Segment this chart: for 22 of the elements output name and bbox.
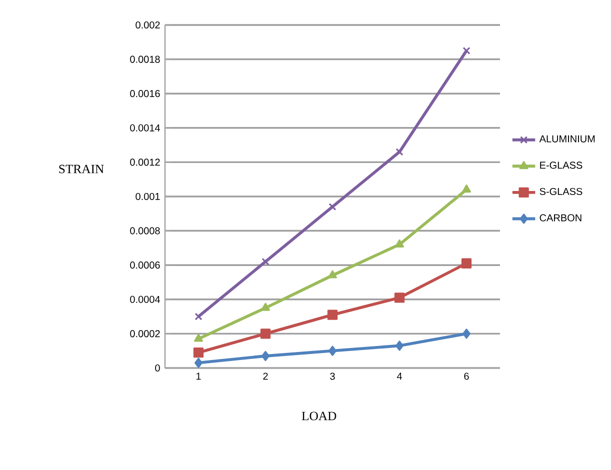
y-tick-label: 0 <box>155 364 160 372</box>
x-tick-label: 2 <box>263 372 268 380</box>
legend-label: CARBON <box>540 214 582 222</box>
y-tick-label: 0.0008 <box>130 227 160 234</box>
x-tick-label: 6 <box>464 372 469 380</box>
y-tick-label: 0.0012 <box>130 158 160 166</box>
y-tick-label: 0.0014 <box>130 124 160 132</box>
x-tick-label: 4 <box>396 372 402 380</box>
x-axis-title: LOAD <box>302 412 336 420</box>
x-tick-label: 1 <box>196 372 201 380</box>
y-axis-title: STRAIN <box>59 164 104 174</box>
y-tick-label: 0.0006 <box>130 262 160 269</box>
legend-label: E-GLASS <box>540 162 582 169</box>
y-tick-label: 0.0016 <box>130 90 160 98</box>
y-tick-label: 0.0018 <box>130 56 160 63</box>
legend-label: ALUMINIUM <box>539 135 595 142</box>
legend-label: S-GLASS <box>540 188 582 196</box>
y-tick-label: 0.001 <box>136 192 160 200</box>
y-tick-label: 0.0004 <box>130 296 160 303</box>
x-tick-label: 3 <box>330 372 335 380</box>
y-tick-label: 0.002 <box>136 21 160 29</box>
y-tick-label: 0.0002 <box>130 330 160 338</box>
